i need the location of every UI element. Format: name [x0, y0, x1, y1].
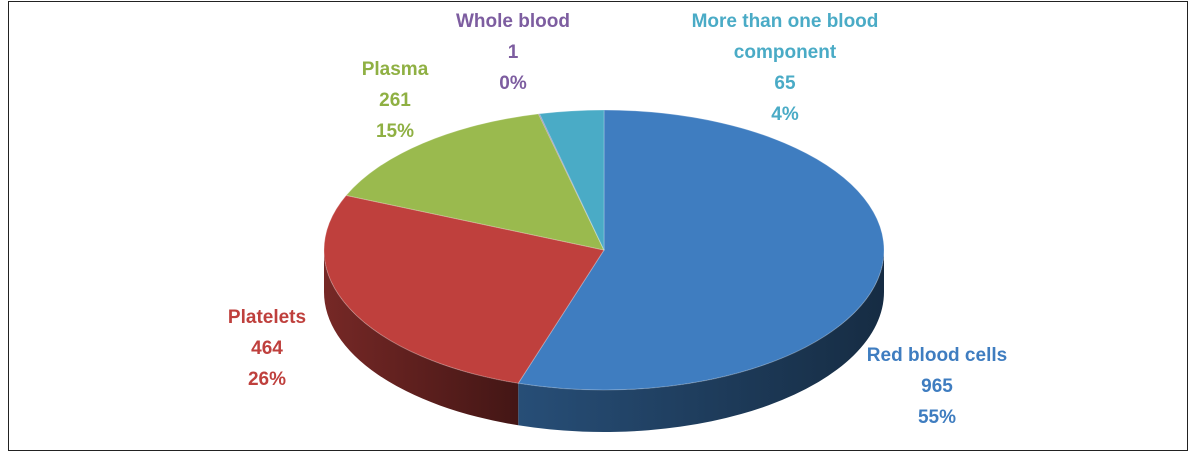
label-name: Platelets: [227, 307, 307, 328]
data-label: Platelets 464 26%: [187, 302, 347, 395]
label-percent: 55%: [917, 407, 957, 428]
pie-slice-top: [517, 109, 885, 391]
chart-frame: [8, 1, 1188, 451]
pie-slice-side: [518, 250, 884, 432]
label-name: Plasma: [361, 59, 429, 80]
label-count: 464: [251, 338, 283, 359]
pie-slice-top: [537, 113, 605, 251]
label-count: 1: [507, 42, 519, 63]
pie-slice-top: [345, 113, 605, 251]
data-label: Plasma 261 15%: [335, 54, 455, 147]
label-percent: 0%: [499, 73, 527, 94]
label-name: Whole blood: [456, 11, 570, 32]
label-name: Red blood cells: [866, 345, 1008, 366]
pie-slice: [323, 194, 605, 426]
label-count: 965: [921, 376, 953, 397]
pie-slice: [538, 109, 605, 251]
pie-slice: [345, 113, 605, 251]
pie-slice: [537, 113, 605, 251]
label-percent: 15%: [375, 121, 415, 142]
label-count: 65: [774, 73, 796, 94]
data-label: Red blood cells 965 55%: [827, 340, 1047, 433]
label-name: More than one blood component: [691, 11, 879, 63]
data-label: More than one blood component 65 4%: [665, 6, 905, 130]
pie-slice: [517, 109, 885, 432]
label-count: 261: [379, 90, 411, 111]
pie-slice-side: [324, 250, 519, 426]
pie-slice-top: [538, 109, 605, 251]
label-percent: 26%: [247, 369, 287, 390]
data-label: Whole blood 1 0%: [433, 6, 593, 99]
pie-slice-top: [323, 194, 605, 384]
label-percent: 4%: [771, 104, 799, 125]
